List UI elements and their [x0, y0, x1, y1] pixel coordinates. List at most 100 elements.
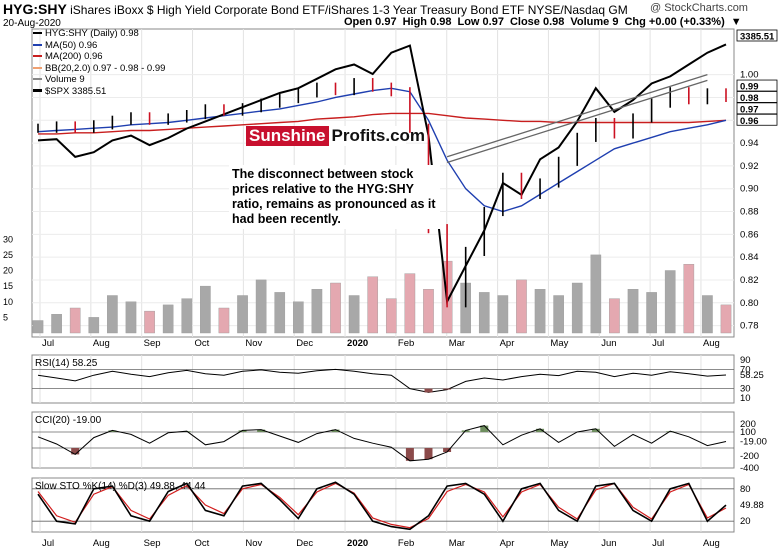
- low-value: Low 0.97: [457, 16, 504, 28]
- price-y-tick: 0.90: [740, 184, 759, 195]
- x-tick-label-bottom: May: [550, 538, 568, 549]
- x-tick-label-bottom: Apr: [500, 538, 515, 549]
- volume-bar: [385, 298, 397, 334]
- last-value-label: 0.98: [740, 93, 759, 104]
- trendline-upper: [446, 74, 708, 158]
- last-value-label: 0.96: [740, 116, 759, 127]
- rsi-line: [37, 368, 727, 393]
- indicator-y-tick: 100: [740, 427, 756, 438]
- sunshine-profits-logo: Sunshine Profits.com: [246, 126, 425, 146]
- cci-oversold-fill: [424, 448, 433, 460]
- legend-main: HYG:SHY (Daily) 0.98: [33, 28, 165, 40]
- chart-date: 20-Aug-2020: [3, 18, 61, 29]
- ticker-symbol: HYG:SHY: [3, 1, 67, 17]
- x-tick-label-bottom: Jun: [601, 538, 616, 549]
- trendline-lower: [446, 79, 708, 164]
- last-value-box: [736, 79, 778, 92]
- volume-bar: [478, 292, 490, 334]
- close-value: Close 0.98: [509, 16, 565, 28]
- cci-overbought-fill: [591, 428, 600, 432]
- cci-overbought-fill: [257, 429, 266, 432]
- legend-ma50: MA(50) 0.96: [33, 40, 165, 52]
- x-tick-label: Dec: [296, 338, 313, 349]
- volume-bar: [497, 295, 509, 334]
- volume-y-tick: 10: [3, 297, 13, 307]
- x-tick-label: 2020: [347, 338, 368, 349]
- price-y-tick: 0.88: [740, 207, 759, 218]
- volume-bar: [702, 295, 713, 334]
- cci-overbought-fill: [108, 430, 117, 432]
- volume-bar: [293, 301, 304, 334]
- x-tick-label: May: [550, 338, 568, 349]
- volume-y-tick: 15: [3, 281, 13, 291]
- ohlc-readout: Open 0.97 High 0.98 Low 0.97 Close 0.98 Volu…: [344, 16, 748, 28]
- legend-ma200: MA(200) 0.96: [33, 51, 165, 63]
- x-tick-label-bottom: Mar: [449, 538, 465, 549]
- volume-value: Volume 9: [570, 16, 619, 28]
- volume-bar: [311, 289, 323, 334]
- volume-y-tick: 5: [3, 312, 8, 322]
- indicator-y-tick: 80: [740, 484, 751, 495]
- x-tick-label: Jun: [601, 338, 616, 349]
- volume-bar: [162, 304, 174, 334]
- volume-bar: [32, 320, 44, 334]
- price-y-tick: 0.86: [740, 229, 759, 240]
- x-tick-label-bottom: Jul: [652, 538, 664, 549]
- price-y-tick: 0.80: [740, 298, 759, 309]
- x-tick-label-bottom: Aug: [93, 538, 110, 549]
- cci-overbought-fill: [331, 429, 340, 432]
- x-tick-label-bottom: Feb: [398, 538, 414, 549]
- x-tick-label: Feb: [398, 338, 414, 349]
- x-tick-label-bottom: Oct: [195, 538, 210, 549]
- volume-bar: [720, 304, 732, 334]
- volume-bar: [237, 295, 248, 334]
- last-value-box: [736, 91, 778, 103]
- x-tick-label: Mar: [449, 338, 465, 349]
- last-value-label: 0.99: [740, 82, 759, 93]
- price-y-tick: 0.92: [740, 161, 759, 172]
- x-tick-label-bottom: Aug: [703, 538, 720, 549]
- x-tick-label: Jul: [42, 338, 54, 349]
- volume-bar: [144, 310, 155, 334]
- x-tick-label-bottom: 2020: [347, 538, 368, 549]
- volume-bar: [51, 314, 62, 334]
- volume-bar: [88, 317, 100, 334]
- volume-bar: [348, 295, 360, 334]
- volume-bar: [571, 282, 583, 334]
- indicator-y-tick: -19.00: [740, 437, 767, 448]
- x-tick-label-bottom: Nov: [245, 538, 262, 549]
- indicator-y-tick: 90: [740, 355, 751, 366]
- last-value-box: [736, 113, 778, 126]
- indicator-label: RSI(14) 58.25: [35, 358, 98, 369]
- annotation-text: The disconnect between stock prices rela…: [229, 165, 440, 229]
- volume-bar: [200, 285, 211, 334]
- volume-bar: [590, 254, 602, 334]
- indicator-label: Slow STO %K(14) %D(3) 49.88, 44.44: [35, 481, 206, 492]
- indicator-y-tick: -200: [740, 451, 759, 462]
- x-tick-label: Aug: [703, 338, 720, 349]
- volume-bar: [609, 298, 620, 334]
- cci-overbought-fill: [238, 430, 247, 432]
- volume-bar: [646, 292, 657, 334]
- legend-bb: BB(20,2.0) 0.97 - 0.98 - 0.99: [33, 63, 165, 75]
- indicator-y-tick: 200: [740, 419, 756, 430]
- volume-bar: [367, 276, 379, 334]
- rsi-oversold-fill: [443, 388, 452, 390]
- last-value-label: 0.97: [740, 104, 759, 115]
- last-value-box: [736, 29, 778, 42]
- settings-chevron-icon[interactable]: ▼: [730, 16, 742, 28]
- rsi-oversold-fill: [424, 388, 433, 393]
- volume-bar: [125, 301, 137, 334]
- rsi-panel-frame: [31, 354, 735, 404]
- indicator-y-tick: 49.88: [740, 500, 764, 511]
- volume-bar: [664, 270, 676, 334]
- stockcharts-credit: @ StockCharts.com: [650, 2, 748, 14]
- indicator-y-tick: 10: [740, 393, 751, 404]
- cci-oversold-fill: [443, 448, 452, 452]
- last-value-label: 3385.51: [740, 32, 775, 43]
- cci-oversold-fill: [405, 448, 414, 461]
- x-tick-label-bottom: Jul: [42, 538, 54, 549]
- volume-bar: [181, 298, 193, 334]
- volume-bar: [516, 279, 527, 334]
- volume-y-tick: 20: [3, 266, 13, 276]
